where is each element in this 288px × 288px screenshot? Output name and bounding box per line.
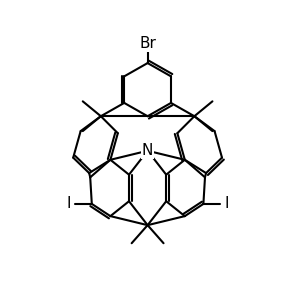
Text: I: I bbox=[66, 196, 71, 211]
Text: N: N bbox=[142, 143, 153, 158]
Text: Br: Br bbox=[139, 37, 156, 52]
Text: I: I bbox=[225, 196, 229, 211]
